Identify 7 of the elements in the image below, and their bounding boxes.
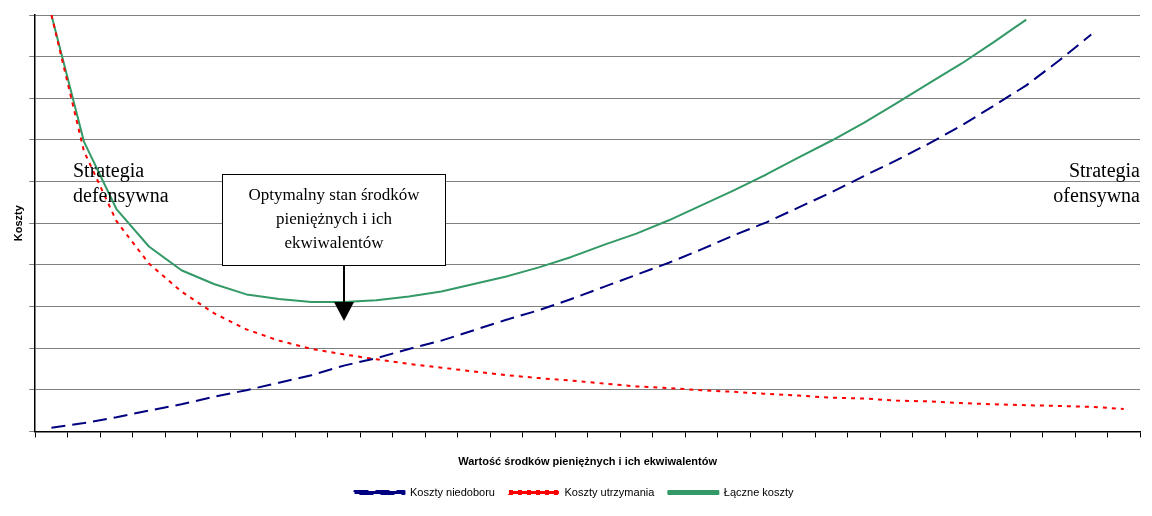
legend-label: Łączne koszty <box>723 485 795 498</box>
y-axis-title: Koszty <box>11 204 24 242</box>
annotation: Strategia ofensywna <box>1052 158 1140 208</box>
annotation: Optymalny stan środków pieniężnych i ich ekwiwalentów <box>222 174 446 266</box>
legend-label: Koszty utrzymania <box>564 485 656 498</box>
legend-label: Koszty niedoboru <box>409 485 495 498</box>
x-axis-title: Wartość środków pieniężnych i ich ekwiwalentów <box>458 455 718 468</box>
